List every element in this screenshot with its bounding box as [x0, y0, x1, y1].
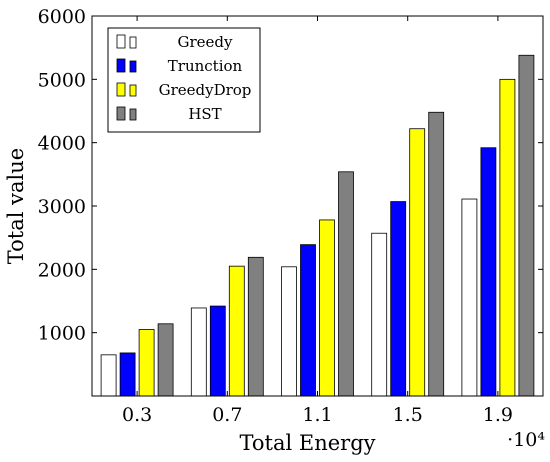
bar-greedydrop-1.5: [409, 128, 426, 397]
y-tick-label: 2000: [38, 259, 86, 281]
legend-swatch-small: [129, 36, 137, 49]
y-tick-label: 3000: [38, 196, 86, 218]
y-tick-label: 1000: [38, 323, 86, 345]
y-ticks: 1000 2000 3000 4000 5000 6000: [38, 6, 543, 345]
bar-trunction-1.5: [390, 201, 407, 397]
legend-swatch: [116, 34, 126, 49]
bar-greedydrop-1.1: [319, 219, 335, 397]
bar-greedydrop-1.9: [499, 78, 516, 397]
bar-greedydrop-0.3: [138, 329, 155, 397]
legend-swatch-small: [129, 108, 137, 121]
bar-hst-1.9: [518, 54, 535, 397]
bar-trunction-0.3: [119, 352, 136, 397]
bar-greedy-1.9: [461, 198, 478, 397]
legend-swatch: [116, 58, 126, 73]
bar-trunction-1.1: [300, 244, 316, 397]
plot-frame: [91, 15, 544, 397]
bar-greedy-0.3: [100, 354, 117, 397]
x-ticks: 0.3 0.7 1.1 1.5 1.9: [122, 16, 513, 426]
bar-trunction-0.7: [209, 305, 226, 397]
x-axis-multiplier: ·10⁴: [507, 429, 545, 451]
x-tick-label: 1.5: [393, 404, 423, 426]
legend-label: HST: [188, 105, 221, 123]
x-tick-label: 0.7: [212, 404, 242, 426]
bar-hst-0.7: [247, 256, 264, 397]
legend-swatch: [116, 106, 126, 121]
bar-hst-1.1: [338, 171, 354, 397]
legend-swatch-small: [129, 60, 137, 73]
bar-greedy-1.5: [371, 232, 388, 397]
legend: Greedy Trunction GreedyDrop HST: [107, 27, 261, 133]
legend-label: GreedyDrop: [159, 81, 252, 99]
bar-greedy-0.7: [190, 307, 207, 397]
legend-swatch: [116, 82, 126, 97]
y-tick-label: 6000: [38, 6, 86, 28]
bar-greedy-1.1: [281, 266, 297, 397]
x-tick-label: 1.1: [302, 404, 332, 426]
bar-trunction-1.9: [480, 147, 497, 397]
y-tick-label: 5000: [38, 69, 86, 91]
legend-swatch-small: [129, 84, 137, 97]
legend-label: Trunction: [168, 57, 243, 75]
x-tick-label: 1.9: [483, 404, 513, 426]
legend-label: Greedy: [178, 33, 234, 51]
x-axis-label: Total Energy: [240, 431, 376, 455]
y-tick-label: 4000: [38, 133, 86, 155]
y-axis-label: Total value: [4, 148, 28, 264]
x-tick-label: 0.3: [122, 404, 152, 426]
bar-hst-1.5: [428, 111, 445, 397]
bars-layer: [100, 54, 535, 397]
bar-greedydrop-0.7: [228, 265, 245, 397]
bar-hst-0.3: [157, 323, 174, 397]
